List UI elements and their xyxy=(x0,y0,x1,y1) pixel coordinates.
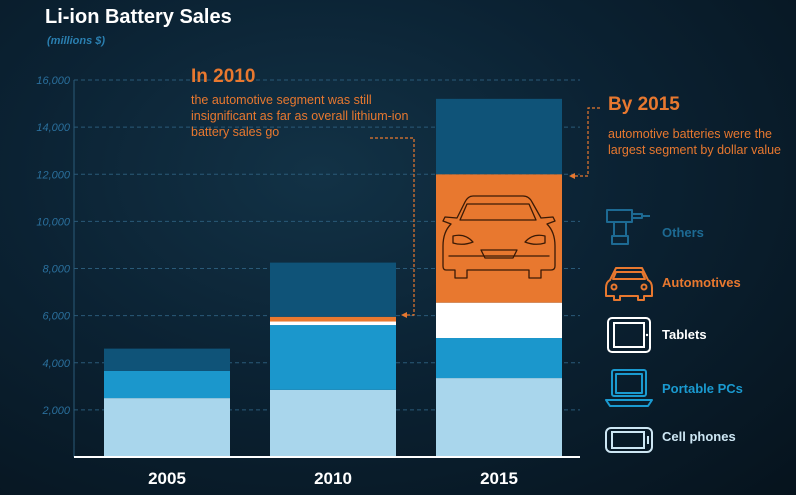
legend-label-portable-pcs: Portable PCs xyxy=(662,381,743,396)
car-illustration-icon xyxy=(442,195,556,279)
arrowhead-2010 xyxy=(401,312,407,318)
y-tick-label: 16,000 xyxy=(36,75,71,87)
y-tick-label: 4,000 xyxy=(42,358,70,370)
legend-item-tablets: Tablets xyxy=(604,314,794,358)
bar-2015-tablets xyxy=(436,302,562,339)
chart-subtitle: (millions $) xyxy=(47,35,106,47)
x-tick-label: 2005 xyxy=(148,469,186,488)
phone-icon xyxy=(605,427,653,453)
connector-arrow-2010 xyxy=(370,137,415,316)
bar-2005-others xyxy=(104,348,230,371)
y-tick-label: 10,000 xyxy=(36,216,71,228)
drill-icon xyxy=(606,209,650,245)
bar-2005-portable-pcs xyxy=(104,370,230,399)
bar-2015-portable-pcs xyxy=(436,338,562,379)
bar-2005-cell-phones xyxy=(104,398,230,457)
legend-label-others: Others xyxy=(662,225,704,240)
bar-2010-cell-phones xyxy=(270,389,396,457)
x-tick-label: 2015 xyxy=(480,469,518,488)
y-tick-label: 8,000 xyxy=(42,264,70,276)
annotation-2015: By 2015 automotive batteries were the la… xyxy=(608,94,796,158)
y-axis: 2,000 4,000 6,000 8,000 10,000 12,000 14,000 16… xyxy=(36,75,75,457)
bars xyxy=(104,98,562,457)
bar-2015-others xyxy=(436,98,562,175)
tablet-icon xyxy=(607,317,651,353)
x-axis: 2005 2010 2015 xyxy=(74,456,580,488)
legend-label-cell-phones: Cell phones xyxy=(662,429,736,444)
car-icon xyxy=(605,267,653,301)
bar-2010-others xyxy=(270,262,396,317)
y-tick-label: 12,000 xyxy=(36,169,71,181)
annotation-2015-heading: By 2015 xyxy=(608,94,680,115)
legend-item-others: Others xyxy=(604,204,794,248)
chart-title: Li-ion Battery Sales xyxy=(45,6,232,28)
bar-2015-cell-phones xyxy=(436,378,562,457)
annotation-2010-text: the automotive segment was still insigni… xyxy=(191,93,409,139)
x-tick-label: 2010 xyxy=(314,469,352,488)
y-tick-label: 14,000 xyxy=(36,122,71,134)
legend-item-automotives: Automotives xyxy=(604,260,794,304)
legend-item-portable-pcs: Portable PCs xyxy=(604,366,794,410)
bar-2010-automotives xyxy=(270,316,396,322)
legend-label-tablets: Tablets xyxy=(662,327,707,342)
laptop-icon xyxy=(605,369,653,407)
arrowhead-2015 xyxy=(569,173,575,179)
annotation-2010: In 2010 the automotive segment was still… xyxy=(191,66,421,140)
connector-arrow-2015 xyxy=(572,107,600,177)
legend-label-automotives: Automotives xyxy=(662,275,741,290)
y-tick-label: 6,000 xyxy=(42,311,70,323)
annotation-2015-text: automotive batteries were the largest se… xyxy=(608,127,782,157)
legend-item-cell-phones: Cell phones xyxy=(604,422,794,466)
bar-2010-portable-pcs xyxy=(270,325,396,390)
y-tick-label: 2,000 xyxy=(41,405,70,417)
bar-2010-tablets xyxy=(270,321,396,326)
bar-2015-automotives xyxy=(436,174,562,303)
annotation-2010-heading: In 2010 xyxy=(191,66,256,87)
